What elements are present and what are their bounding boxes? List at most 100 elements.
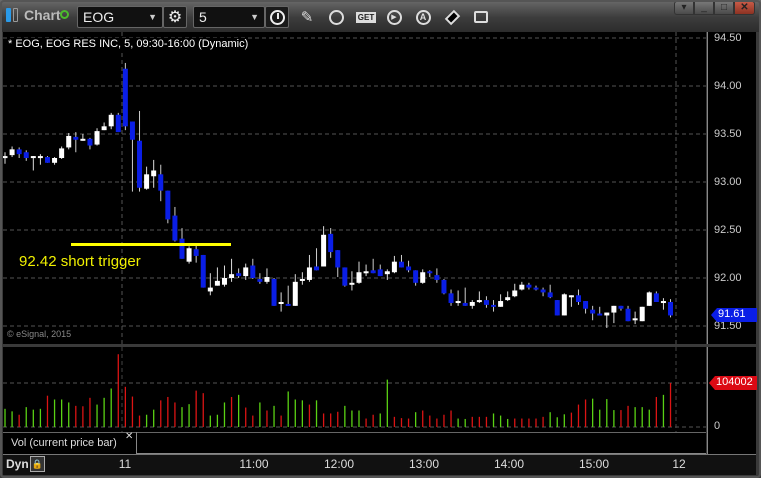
volume-pane[interactable] — [3, 347, 706, 432]
gear-icon: ⚙ — [167, 9, 183, 26]
candle-body — [668, 302, 674, 316]
time-tick: 15:00 — [578, 457, 610, 471]
candle-body — [87, 138, 93, 146]
candle-body — [3, 156, 8, 159]
alert-icon[interactable]: A — [413, 7, 433, 27]
volume-study-label[interactable]: Vol (current price bar) — [11, 437, 117, 449]
price-tick: 93.00 — [714, 176, 742, 188]
price-pane[interactable]: * EOG, EOG RES INC, 5, 09:30-16:00 (Dyna… — [3, 32, 706, 344]
candle-body — [483, 300, 489, 305]
axis-corner — [707, 432, 756, 454]
price-tick: 92.00 — [714, 272, 742, 284]
candle-body — [73, 136, 79, 140]
price-axis[interactable]: 94.50 94.00 93.50 93.00 92.50 92.00 91.5… — [707, 32, 757, 344]
candle-body — [406, 266, 412, 271]
candle-body — [455, 301, 461, 304]
volume-axis[interactable]: 104002 0 — [707, 347, 757, 432]
candle-body — [363, 271, 369, 274]
play-icon[interactable]: ▶ — [384, 7, 404, 27]
settings-button[interactable]: ⚙ — [163, 6, 187, 28]
candle-body — [639, 306, 645, 322]
candle-body — [122, 68, 128, 127]
candle-body — [505, 297, 511, 301]
candle-body — [285, 303, 291, 306]
candle-body — [554, 300, 560, 316]
candle-body — [356, 272, 362, 283]
candle-body — [16, 149, 22, 155]
price-tick: 93.50 — [714, 128, 742, 140]
candle-body — [625, 308, 631, 322]
candle-body — [186, 248, 192, 262]
candle-body — [165, 190, 171, 220]
candle-body — [469, 302, 475, 306]
candle-body — [158, 174, 164, 191]
price-tick: 94.00 — [714, 80, 742, 92]
candle-body — [660, 301, 666, 304]
time-tick: 11:00 — [239, 457, 269, 471]
symbol-dropdown[interactable]: EOG ▼ — [77, 6, 163, 28]
candle-body — [434, 275, 440, 280]
candle-body — [342, 267, 348, 286]
candle-body — [575, 295, 581, 302]
candle-body — [66, 135, 72, 148]
candle-body — [533, 287, 539, 290]
volume-zero-tick: 0 — [714, 420, 721, 432]
candle-body — [221, 278, 227, 285]
time-axis[interactable] — [3, 454, 756, 475]
close-study-icon[interactable]: ✕ — [125, 431, 134, 442]
candle-body — [236, 273, 242, 277]
candle-body — [370, 270, 376, 274]
short-trigger-line[interactable] — [71, 243, 231, 246]
candle-body — [94, 131, 100, 145]
candle-body — [632, 318, 638, 321]
candle-body — [193, 249, 199, 256]
candle-body — [179, 238, 185, 259]
price-tick: 91.50 — [714, 320, 742, 332]
get-data-icon[interactable]: GET — [355, 11, 377, 23]
chart-header: * EOG, EOG RES INC, 5, 09:30-16:00 (Dyna… — [8, 38, 249, 50]
layout-toggle-icon[interactable] — [6, 8, 20, 22]
candle-body — [547, 292, 553, 298]
link-status-icon[interactable] — [60, 10, 69, 19]
candle-body — [335, 250, 341, 268]
candle-body — [229, 274, 235, 278]
candle-body — [561, 294, 567, 316]
close-button[interactable]: ✕ — [734, 1, 755, 15]
candle-body — [597, 313, 603, 316]
candle-body — [519, 284, 525, 290]
copyright: © eSignal, 2015 — [7, 329, 72, 339]
candle-body — [306, 267, 312, 280]
interval-dropdown[interactable]: 5 ▼ — [193, 6, 265, 28]
candle-body — [23, 152, 29, 158]
price-tick: 94.50 — [714, 32, 742, 44]
symbol-value: EOG — [83, 9, 115, 25]
candle-body — [172, 215, 178, 241]
time-tick: 12:00 — [323, 457, 355, 471]
candle-body — [292, 281, 298, 306]
time-button[interactable] — [265, 6, 289, 28]
candle-body — [321, 234, 327, 267]
candle-body — [653, 293, 659, 302]
candle-body — [568, 295, 574, 298]
eraser-icon[interactable] — [442, 7, 462, 27]
candle-body — [420, 272, 426, 283]
candle-body — [101, 126, 107, 131]
lock-icon[interactable]: 🔒 — [30, 456, 45, 472]
candle-body — [278, 302, 284, 304]
pencil-icon[interactable]: ✎ — [300, 9, 314, 26]
candle-body — [257, 278, 263, 282]
candle-body — [37, 156, 43, 159]
candle-body — [491, 304, 497, 307]
dynamic-mode-label[interactable]: Dyn — [6, 457, 29, 471]
maximize-button[interactable]: □ — [714, 1, 734, 15]
time-tick: 11 — [118, 457, 132, 471]
chart-style-icon[interactable] — [326, 7, 346, 27]
toolbar: Chart EOG ▼ ⚙ 5 ▼ ✎ GET ▶ A ▾ _ □ ✕ — [0, 0, 761, 32]
window-menu-button[interactable]: ▾ — [674, 1, 694, 15]
interval-value: 5 — [199, 9, 207, 25]
volume-chart — [3, 347, 706, 432]
minimize-button[interactable]: _ — [694, 1, 714, 15]
window-title: Chart — [24, 7, 61, 23]
candle-body — [526, 284, 532, 288]
comment-icon[interactable] — [471, 7, 491, 27]
